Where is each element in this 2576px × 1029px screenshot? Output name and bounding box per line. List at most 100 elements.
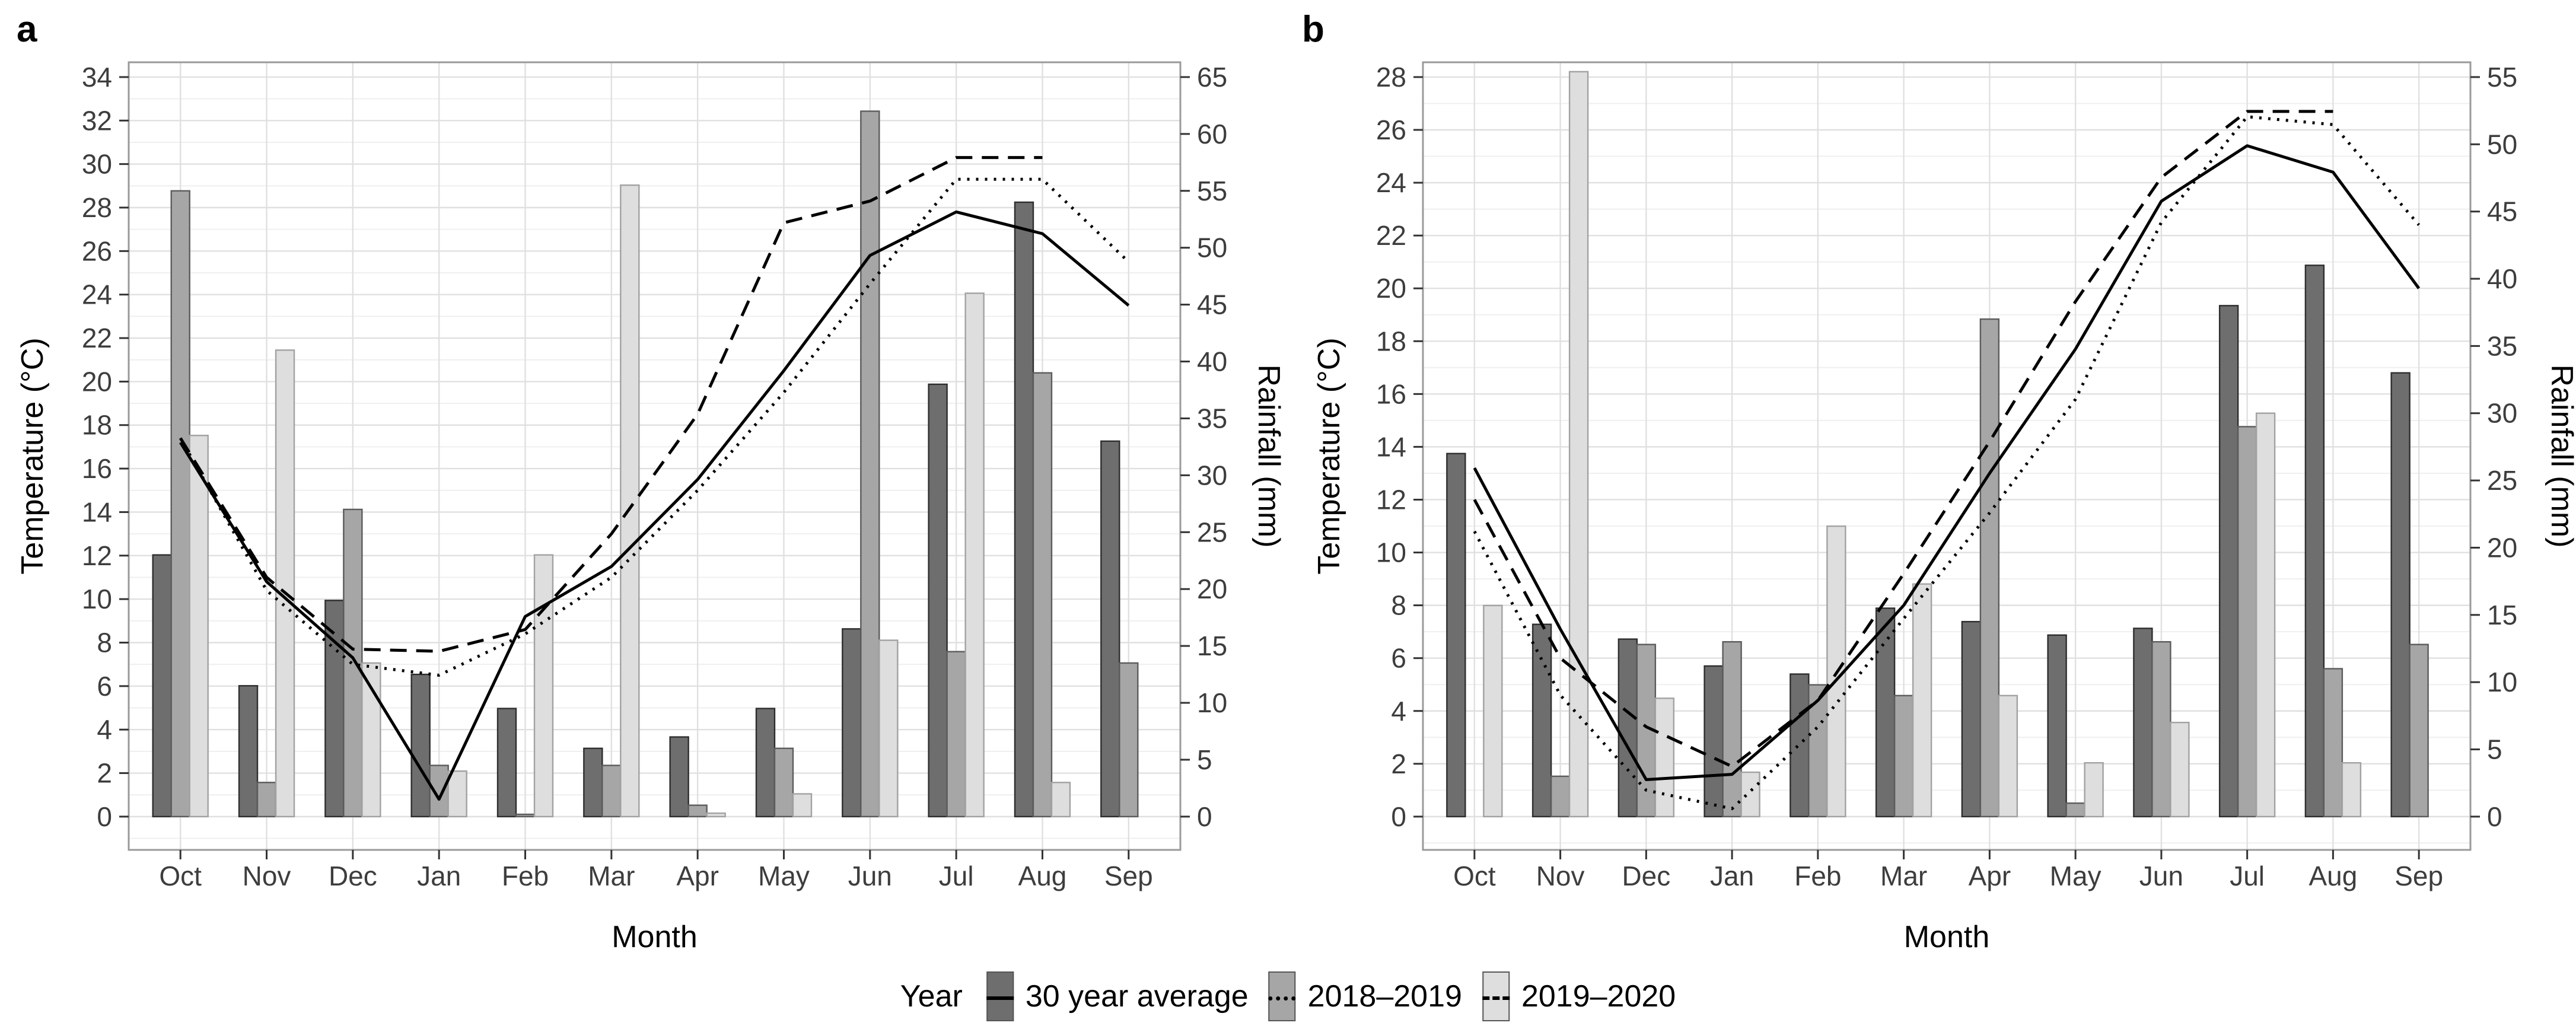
bar-2018-2019-Aug bbox=[1032, 372, 1053, 818]
left-tick-label: 2 bbox=[1391, 748, 1406, 779]
bar-30yr-May bbox=[2047, 634, 2067, 818]
x-tick-label-Mar: Mar bbox=[1880, 861, 1927, 891]
panel-a-letter: a bbox=[17, 9, 37, 50]
right-tick-label: 25 bbox=[1197, 517, 1227, 547]
bar-2019-2020-Jul bbox=[964, 292, 985, 818]
bar-2018-2019-Dec bbox=[1636, 643, 1657, 818]
x-axis-title-month: Month bbox=[1904, 920, 1990, 954]
right-tick-label: 45 bbox=[2487, 196, 2517, 227]
left-tick-label: 26 bbox=[1376, 114, 1406, 145]
bar-2018-2019-Jun bbox=[2151, 641, 2171, 818]
x-axis-title-month: Month bbox=[612, 920, 698, 954]
bar-30yr-Aug bbox=[1014, 201, 1034, 818]
right-tick-label: 55 bbox=[2487, 62, 2517, 93]
bar-30yr-Apr bbox=[669, 736, 689, 818]
x-tick-label-Dec: Dec bbox=[329, 861, 377, 891]
y-axis-title-rainfall: Rainfall (mm) bbox=[1252, 364, 1286, 547]
left-tick-label: 0 bbox=[1391, 801, 1406, 832]
left-tick-label: 18 bbox=[1376, 326, 1406, 356]
x-tick-label-Sep: Sep bbox=[2394, 861, 2443, 891]
right-tick-label: 20 bbox=[2487, 532, 2517, 563]
right-tick-label: 40 bbox=[2487, 263, 2517, 294]
left-tick-label: 18 bbox=[82, 410, 112, 441]
left-tick-label: 14 bbox=[1376, 431, 1406, 462]
bar-30yr-Oct bbox=[152, 554, 172, 818]
right-tick-label: 20 bbox=[1197, 574, 1227, 604]
y-axis-title-rainfall: Rainfall (mm) bbox=[2545, 364, 2576, 547]
bar-2018-2019-May bbox=[2065, 802, 2085, 818]
left-tick-label: 2 bbox=[97, 758, 112, 789]
x-tick-label-Feb: Feb bbox=[1794, 861, 1841, 891]
left-tick-label: 20 bbox=[1376, 273, 1406, 304]
bar-2018-2019-Sep bbox=[1119, 662, 1139, 818]
x-tick-label-Feb: Feb bbox=[502, 861, 549, 891]
bar-2019-2020-Jun bbox=[878, 639, 899, 818]
bar-2018-2019-Mar bbox=[1893, 695, 1914, 818]
line-2018-2019 bbox=[1473, 115, 2421, 811]
bar-2018-2019-Oct bbox=[170, 190, 190, 818]
bar-2019-2020-Jun bbox=[2170, 721, 2190, 818]
dotted-line-key-icon bbox=[1268, 996, 1296, 1001]
line-2019-2020 bbox=[179, 156, 1043, 653]
bar-30yr-Apr bbox=[1961, 620, 1982, 818]
legend-label: 2019–2020 bbox=[1521, 979, 1676, 1014]
x-tick-label-Dec: Dec bbox=[1622, 861, 1670, 891]
bar-30yr-Jun bbox=[2133, 627, 2153, 818]
legend-item-undefined: 30 year average bbox=[986, 971, 1249, 1021]
right-tick-label: 50 bbox=[2487, 129, 2517, 160]
right-tick-label: 40 bbox=[1197, 346, 1227, 377]
y-axis-title-temperature: Temperature (°C) bbox=[15, 337, 50, 574]
left-tick-label: 26 bbox=[82, 235, 112, 266]
left-tick-label: 10 bbox=[1376, 537, 1406, 568]
legend-swatch-dotted bbox=[1268, 971, 1296, 1021]
bar-30yr-Sep bbox=[2390, 372, 2411, 818]
bar-2018-2019-Feb bbox=[515, 813, 536, 818]
legend: Year 30 year average 2018–2019 2019–2020 bbox=[900, 971, 1676, 1021]
left-tick-label: 32 bbox=[82, 105, 112, 136]
x-tick-label-Aug: Aug bbox=[1018, 861, 1067, 891]
bar-2019-2020-May bbox=[2084, 762, 2104, 818]
x-tick-label-Nov: Nov bbox=[1536, 861, 1585, 891]
x-tick-label-Jul: Jul bbox=[2230, 861, 2265, 891]
right-tick-label: 60 bbox=[1197, 119, 1227, 149]
left-tick-label: 8 bbox=[97, 627, 112, 658]
left-tick-label: 22 bbox=[82, 323, 112, 353]
left-tick-label: 28 bbox=[82, 192, 112, 223]
legend-swatch-solid bbox=[986, 971, 1014, 1021]
right-tick-label: 5 bbox=[2487, 734, 2502, 765]
bar-2018-2019-Jul bbox=[2237, 426, 2257, 818]
bar-2018-2019-Nov bbox=[256, 782, 277, 818]
left-tick-label: 10 bbox=[82, 584, 112, 614]
left-tick-label: 30 bbox=[82, 149, 112, 180]
right-tick-label: 10 bbox=[2487, 667, 2517, 697]
legend-title: Year bbox=[900, 979, 963, 1014]
left-tick-label: 16 bbox=[1376, 378, 1406, 409]
x-tick-label-Mar: Mar bbox=[588, 861, 635, 891]
x-tick-label-Jul: Jul bbox=[939, 861, 974, 891]
bar-30yr-Nov bbox=[238, 685, 259, 818]
left-tick-label: 34 bbox=[82, 62, 112, 93]
bar-2018-2019-Nov bbox=[1550, 775, 1571, 818]
left-tick-label: 12 bbox=[1376, 484, 1406, 515]
bar-2018-2019-Apr bbox=[1979, 318, 2000, 818]
bar-30yr-Jul bbox=[2218, 305, 2239, 818]
bar-30yr-Jan bbox=[410, 673, 431, 818]
x-tick-label-May: May bbox=[758, 861, 810, 891]
bar-30yr-Oct bbox=[1446, 453, 1466, 818]
x-tick-label-Apr: Apr bbox=[1969, 861, 2011, 891]
bar-2019-2020-Aug bbox=[1050, 782, 1071, 818]
left-tick-label: 4 bbox=[1391, 696, 1406, 727]
bar-2019-2020-Feb bbox=[533, 554, 554, 818]
bar-30yr-Nov bbox=[1531, 623, 1552, 818]
bar-2018-2019-Aug bbox=[2323, 668, 2343, 818]
bar-30yr-Sep bbox=[1100, 440, 1120, 818]
right-tick-label: 0 bbox=[1197, 801, 1212, 832]
bar-2019-2020-Jan bbox=[1740, 771, 1760, 818]
bar-30yr-Aug bbox=[2304, 265, 2325, 818]
legend-label: 30 year average bbox=[1025, 979, 1249, 1014]
x-tick-label-Jan: Jan bbox=[1710, 861, 1754, 891]
panel-a-group: 0246810121416182022242628303234051015202… bbox=[15, 61, 1286, 954]
x-tick-label-Jan: Jan bbox=[417, 861, 461, 891]
panel-border bbox=[128, 61, 1182, 851]
